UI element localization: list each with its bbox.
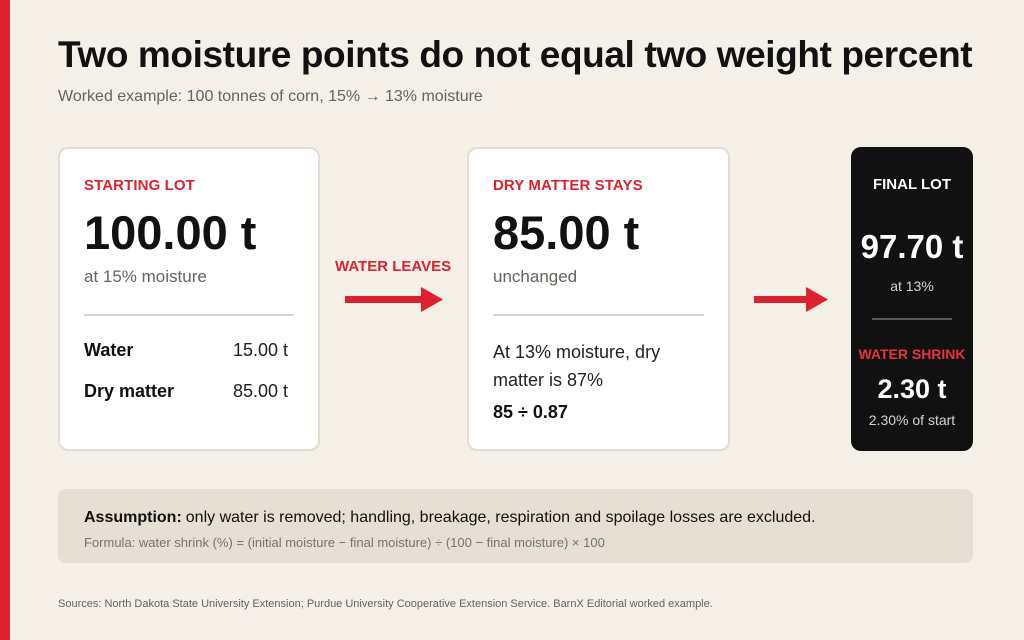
water-leaves-label: WATER LEAVES <box>335 258 452 275</box>
arrow-right-icon <box>345 287 443 312</box>
dry-matter-divider <box>493 314 704 316</box>
page-title: Two moisture points do not equal two wei… <box>58 34 973 75</box>
assumption-lead: Assumption: <box>84 509 182 526</box>
dry-matter-stays-label: DRY MATTER STAYS <box>493 177 643 194</box>
assumption-box: Assumption: only water is removed; handli… <box>58 489 973 563</box>
water-label: Water <box>84 340 134 360</box>
water-shrink-percent: 2.30% of start <box>868 412 956 428</box>
formula-text: Formula: water shrink (%) = (initial moi… <box>84 535 605 550</box>
starting-lot-value: 100.00 t <box>84 206 257 259</box>
dry-matter-note: At 13% moisture, dry matter is 87% <box>493 342 661 390</box>
accent-bar <box>0 0 10 640</box>
assumption-text: only water is removed; handling, breakag… <box>185 509 816 526</box>
page-subtitle: Worked example: 100 tonnes of corn, 15% … <box>58 88 483 105</box>
dry-matter-stays-value: 85.00 t <box>493 206 640 259</box>
starting-lot-divider <box>84 314 294 316</box>
dry-matter-row: Dry matter 85.00 t <box>84 381 288 402</box>
dry-matter-calculation: 85 ÷ 0.87 <box>493 402 568 422</box>
arrow-right-icon <box>754 287 828 312</box>
starting-lot-moisture: at 15% moisture <box>84 267 207 286</box>
dry-matter-value: 85.00 t <box>232 381 288 401</box>
final-lot-divider <box>872 318 952 320</box>
assumption-line: Assumption: only water is removed; handli… <box>84 509 815 527</box>
water-value: 15.00 t <box>232 340 288 360</box>
water-shrink-value: 2.30 t <box>877 374 947 404</box>
final-lot-label: FINAL LOT <box>872 176 952 193</box>
water-row: Water 15.00 t <box>84 340 288 361</box>
sources-footnote: Sources: North Dakota State University E… <box>58 598 713 610</box>
final-lot-card: FINAL LOT 97.70 t at 13% WATER SHRINK 2.… <box>851 147 973 451</box>
final-lot-value: 97.70 t <box>860 228 964 265</box>
final-lot-moisture: at 13% <box>890 278 934 294</box>
dry-matter-card: DRY MATTER STAYS 85.00 t unchanged At 13… <box>467 147 730 451</box>
dry-matter-unchanged: unchanged <box>493 267 578 286</box>
dry-matter-label: Dry matter <box>84 381 175 401</box>
starting-lot-card: STARTING LOT 100.00 t at 15% moisture Wa… <box>58 147 320 451</box>
water-shrink-label: WATER SHRINK <box>858 346 966 362</box>
starting-lot-label: STARTING LOT <box>84 177 195 194</box>
